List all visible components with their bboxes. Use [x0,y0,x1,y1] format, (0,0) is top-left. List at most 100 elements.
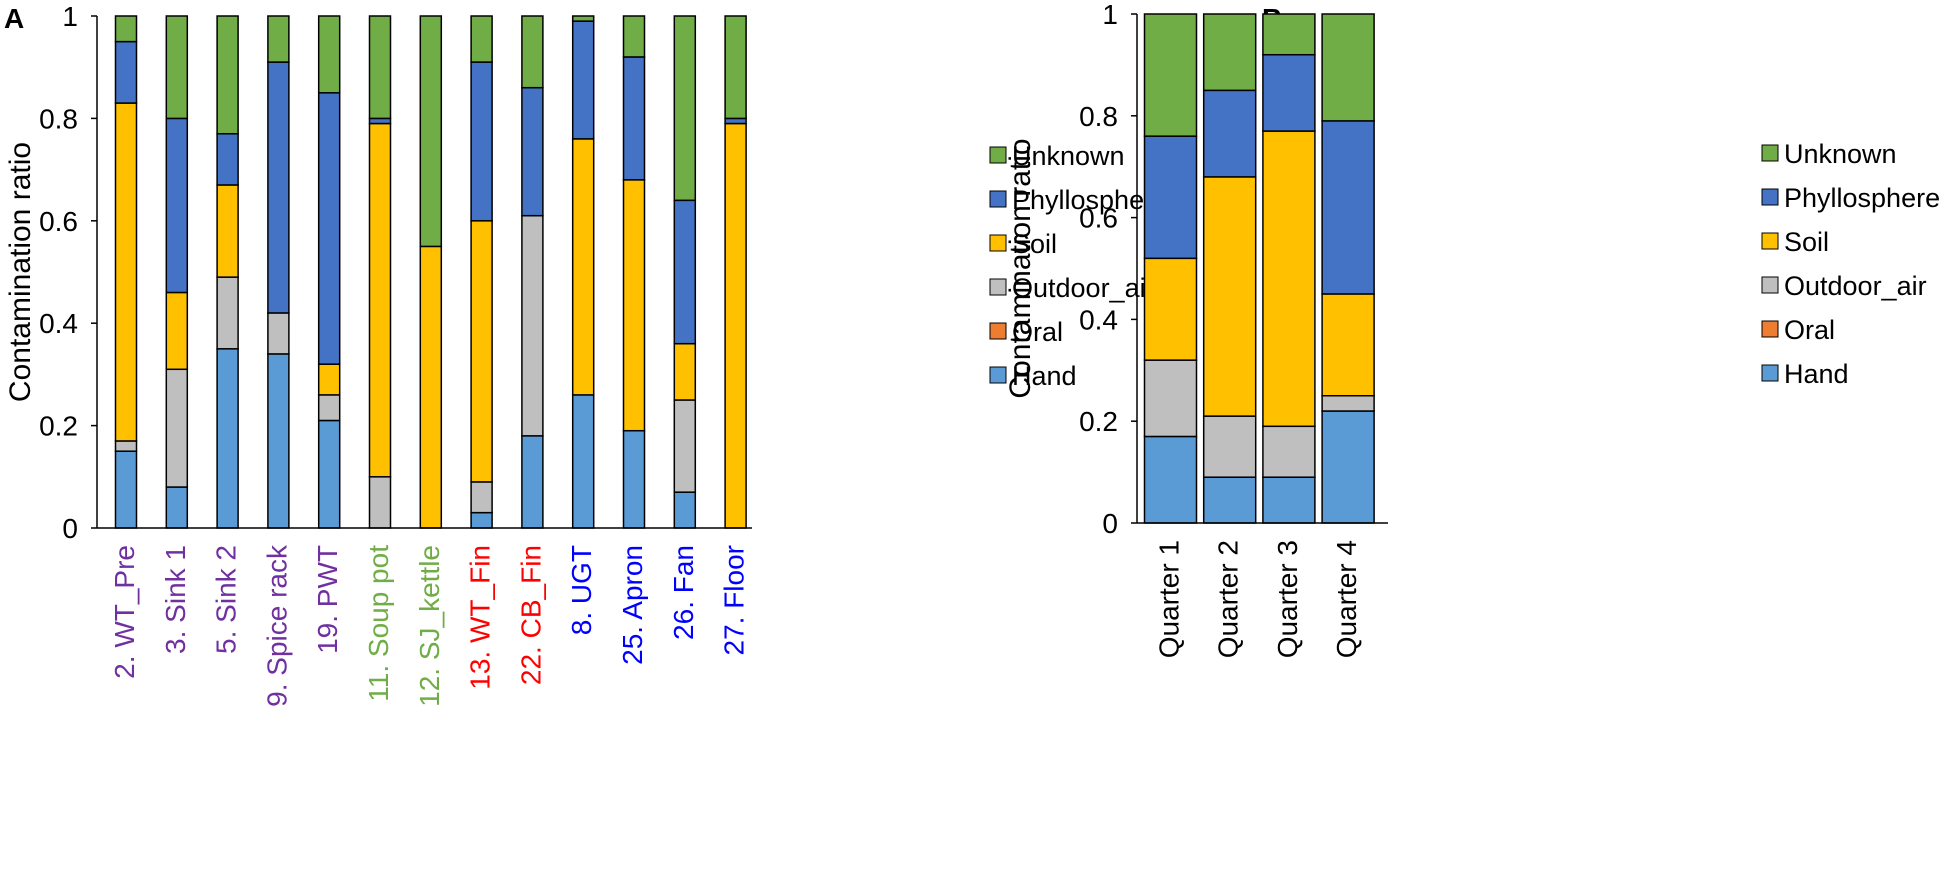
legend-label-hand: Hand [1012,361,1077,391]
x-category-label: 5. Sink 2 [211,545,242,654]
legend-swatch-oral [1761,320,1779,338]
legend-swatch-unknown [1761,144,1779,162]
x-category-label: 12. SJ_kettle [414,545,445,707]
x-category-label: 13. WT_Fin [465,545,496,690]
bar-26-fan-unknown [673,15,697,202]
bar-13-wt-fin-outdoor-air [470,481,493,514]
legend-label-soil: Soil [1012,229,1057,259]
legend-swatch-soil [989,234,1007,252]
bar-quarter-4-soil [1321,293,1375,397]
bar-8-ugt-soil [571,138,595,396]
x-category-label: 3. Sink 1 [160,545,191,654]
y-tick-label: 0 [62,513,78,544]
y-axis-title: Contamination ratio [4,142,37,402]
bar-22-cb-fin-outdoor-air [521,214,544,437]
legend-swatch-soil [1761,232,1779,250]
bar-quarter-3-unknown [1262,13,1316,56]
bar-2-wt-pre-unknown [114,15,138,43]
bar-quarter-4-phyllosphere [1321,120,1375,295]
bar-3-sink-1-phyllosphere [165,117,189,294]
bar-quarter-2-hand [1202,476,1257,524]
x-category-label: Quarter 2 [1213,540,1244,658]
legend-label-phyllosphere: Phyllosphere [1784,183,1940,213]
x-category-label: 9. Spice rack [261,544,292,707]
bar-5-sink-2-soil [216,184,239,278]
legend-swatch-hand [989,366,1007,384]
x-category-label: 25. Apron [617,545,648,665]
legend-label-outdoor-air: Outdoor_air [1784,271,1927,301]
y-tick-label: 1 [1102,0,1118,30]
bar-11-soup-pot-phyllosphere [368,117,392,125]
bar-19-pwt-unknown [317,15,341,94]
bar-25-apron-unknown [622,15,646,58]
bar-25-apron-soil [622,179,646,432]
bar-13-wt-fin-unknown [470,15,493,63]
bar-9-spice-rack-phyllosphere [267,61,290,314]
bar-2-wt-pre-hand [114,450,138,529]
legend-label-oral: Oral [1012,317,1063,347]
bar-25-apron-hand [622,429,646,529]
x-category-label: 22. CB_Fin [515,545,546,685]
y-axis-title: Contamination ratio [1004,138,1037,398]
legend-label-unknown: Unknown [1012,141,1125,171]
bar-8-ugt-phyllosphere [571,20,595,140]
x-category-label: 2. WT_Pre [109,545,140,679]
x-category-label: 19. PWT [312,545,343,654]
x-category-label: 8. UGT [566,545,597,635]
bar-12-sj-kettle-unknown [419,15,443,248]
y-tick-label: 0.8 [1079,101,1118,132]
bar-27-floor-unknown [724,15,747,120]
bar-quarter-4-hand [1321,410,1375,524]
x-category-label: Quarter 4 [1331,540,1362,658]
bar-26-fan-phyllosphere [673,199,697,345]
bar-8-ugt-unknown [571,15,595,22]
bar-quarter-1-phyllosphere [1143,135,1198,260]
bar-3-sink-1-unknown [165,15,189,120]
y-tick-label: 0.2 [39,411,78,442]
bar-quarter-3-outdoor-air [1262,425,1316,478]
bar-13-wt-fin-soil [470,220,493,483]
bar-19-pwt-outdoor-air [317,394,341,422]
y-tick-label: 0 [1102,508,1118,539]
y-tick-label: 0.6 [1079,203,1118,234]
y-tick-label: 0.4 [39,308,78,339]
legend-swatch-phyllosphere [1761,188,1779,206]
bar-9-spice-rack-outdoor-air [267,312,290,355]
bar-quarter-1-unknown [1143,13,1198,137]
legend-label-outdoor-air: Outdoor_air [1012,273,1155,303]
bar-3-sink-1-hand [165,486,189,529]
bar-11-soup-pot-outdoor-air [368,476,392,529]
bar-3-sink-1-soil [165,291,189,371]
bar-11-soup-pot-soil [368,122,392,478]
panel-a-label: A [4,3,24,34]
bar-8-ugt-hand [571,394,595,529]
legend-label-oral: Oral [1784,315,1835,345]
bar-26-fan-outdoor-air [673,399,697,493]
y-tick-label: 0.2 [1079,406,1118,437]
bar-5-sink-2-hand [216,348,239,529]
bar-quarter-3-phyllosphere [1262,53,1316,132]
bar-quarter-2-outdoor-air [1202,415,1257,478]
bar-22-cb-fin-phyllosphere [521,86,544,217]
legend-swatch-oral [989,322,1007,340]
bar-13-wt-fin-hand [470,511,493,529]
x-category-label: Quarter 1 [1154,540,1185,658]
y-tick-label: 0.6 [39,206,78,237]
bar-quarter-1-soil [1143,257,1198,361]
bar-22-cb-fin-hand [521,435,544,529]
bar-13-wt-fin-phyllosphere [470,61,493,222]
bar-quarter-2-unknown [1202,13,1257,92]
bar-quarter-1-hand [1143,435,1198,524]
y-tick-label: 0.8 [39,103,78,134]
bar-19-pwt-soil [317,363,341,396]
bar-quarter-4-unknown [1321,13,1375,122]
legend-swatch-phyllosphere [989,190,1007,208]
x-category-label: 26. Fan [668,545,699,640]
legend-swatch-unknown [989,146,1007,164]
bar-25-apron-phyllosphere [622,56,646,181]
bar-5-sink-2-outdoor-air [216,276,239,350]
bar-quarter-2-phyllosphere [1202,89,1257,178]
bar-9-spice-rack-unknown [267,15,290,63]
bar-2-wt-pre-phyllosphere [114,40,138,104]
